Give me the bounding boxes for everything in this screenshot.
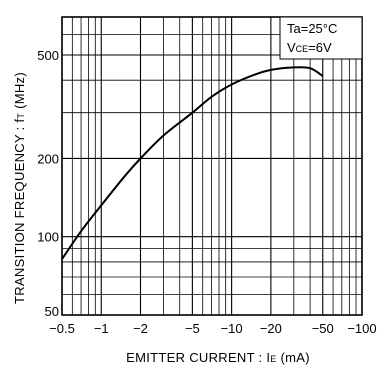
plot-border [61, 16, 363, 316]
condition-temperature: Ta=25°C [287, 21, 337, 36]
x-tick-label: −2 [133, 321, 148, 336]
series-line [61, 66, 324, 260]
x-tick-label: −100 [347, 321, 376, 336]
x-tick-label: −20 [260, 321, 282, 336]
y-axis-title: TRANSITION FREQUENCY : fT (MHz) [12, 72, 27, 304]
condition-voltage: VCE=6V [287, 40, 332, 55]
x-tick-label: −50 [312, 321, 334, 336]
y-axis: 50 100 200 500 [37, 48, 59, 319]
x-tick-label: −1 [94, 321, 109, 336]
x-tick-label: −5 [185, 321, 200, 336]
y-tick-label: 200 [37, 151, 59, 166]
plot-frame [61, 16, 363, 316]
conditions-box-frame [279, 16, 363, 60]
y-tick-label: 100 [37, 230, 59, 245]
x-axis: −0.5 −1 −2 −5 −10 −20 −50 −100 [49, 321, 376, 336]
data-series [61, 66, 324, 260]
conditions-box: Ta=25°C VCE=6V [279, 16, 363, 60]
y-tick-label: 50 [45, 304, 59, 319]
y-tick-label: 500 [37, 48, 59, 63]
x-tick-label: −0.5 [49, 321, 75, 336]
x-axis-title: EMITTER CURRENT : IE (mA) [126, 350, 310, 365]
x-tick-label: −10 [221, 321, 243, 336]
grid [61, 16, 363, 316]
